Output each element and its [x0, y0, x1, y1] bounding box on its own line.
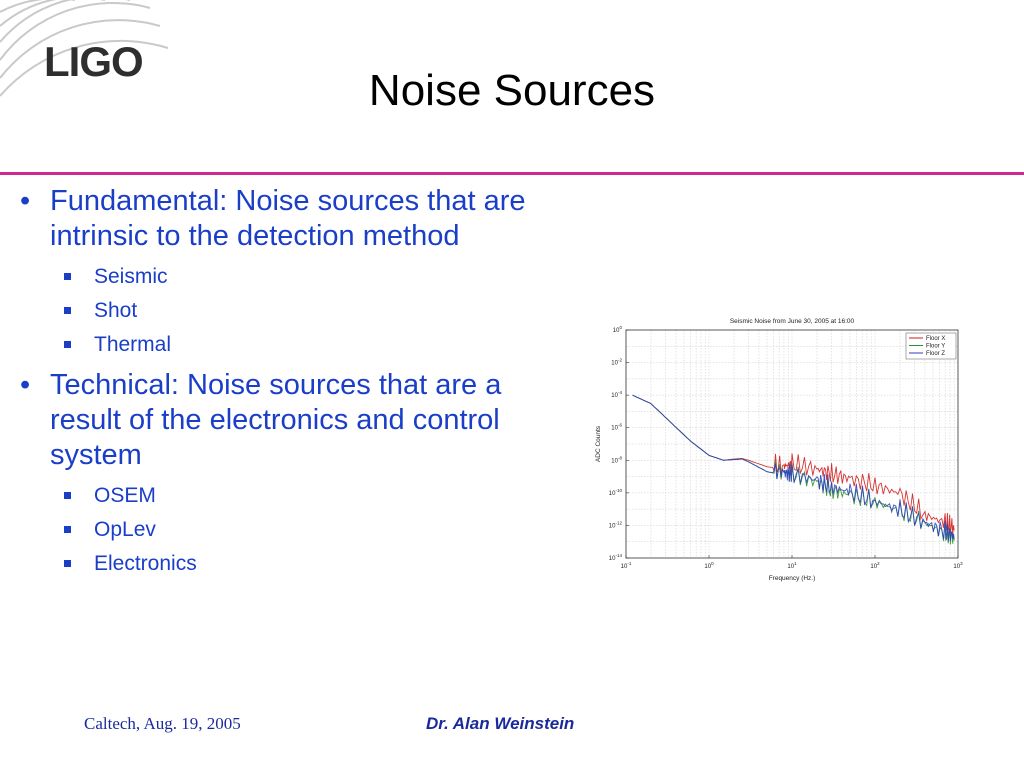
bullet-text: Technical: Noise sources that are a resu…	[50, 369, 502, 471]
sub-bullet-text: OpLev	[94, 518, 156, 541]
bullet-fundamental: • Fundamental: Noise sources that are in…	[20, 184, 570, 254]
y-tick-label: 10-14	[609, 553, 623, 562]
sub-bullet-seismic: Seismic	[20, 260, 570, 294]
square-bullet-icon	[64, 341, 71, 348]
y-tick-label: 10-4	[611, 390, 622, 399]
footer-author: Dr. Alan Weinstein	[426, 714, 575, 733]
y-tick-label: 10-6	[611, 423, 622, 432]
square-bullet-icon	[64, 307, 71, 314]
square-bullet-icon	[64, 492, 71, 499]
legend-label: Floor Y	[926, 344, 945, 350]
legend-label: Floor X	[926, 336, 945, 342]
x-tick-label: 102	[870, 561, 880, 570]
x-tick-label: 10-1	[621, 561, 632, 570]
y-tick-label: 100	[613, 325, 623, 334]
y-axis-label: ADC Counts	[595, 425, 602, 462]
y-tick-label: 10-10	[609, 488, 623, 497]
sub-bullet-oplev: OpLev	[20, 513, 570, 547]
x-tick-label: 101	[787, 561, 797, 570]
square-bullet-icon	[64, 560, 71, 567]
bullet-text: Fundamental: Noise sources that are intr…	[50, 185, 526, 252]
series-line-floor-z	[632, 394, 955, 542]
legend-box	[905, 332, 957, 360]
bullet-list: • Fundamental: Noise sources that are in…	[20, 184, 570, 581]
sub-bullet-thermal: Thermal	[20, 328, 570, 362]
y-tick-label: 10-12	[609, 520, 623, 529]
bullet-dot-icon: •	[20, 185, 31, 217]
square-bullet-icon	[64, 273, 71, 280]
sub-bullet-text: OSEM	[94, 484, 156, 507]
y-tick-label: 10-2	[611, 358, 622, 367]
sub-bullet-text: Electronics	[94, 552, 197, 575]
sub-bullet-osem: OSEM	[20, 479, 570, 513]
ligo-logo: LIGO	[44, 38, 144, 85]
square-bullet-icon	[64, 526, 71, 533]
sub-bullet-text: Seismic	[94, 265, 168, 288]
legend-label: Floor Z	[926, 351, 945, 357]
x-axis-label: Frequency (Hz.)	[769, 575, 816, 582]
slide-title: Noise Sources	[368, 66, 656, 115]
logo-arcs-icon	[0, 0, 169, 97]
seismic-noise-chart: 10-1 100 101 102 103 100 10-2 10-4 10-6 10-8 10-10…	[595, 318, 963, 582]
x-tick-label: 103	[953, 561, 963, 570]
footer-location-date: Caltech, Aug. 19, 2005	[84, 714, 241, 733]
sub-bullet-text: Shot	[94, 299, 138, 322]
bullet-technical: • Technical: Noise sources that are a re…	[20, 368, 570, 473]
y-tick-label: 10-8	[611, 455, 622, 464]
sub-bullet-shot: Shot	[20, 294, 570, 328]
sub-bullet-electronics: Electronics	[20, 547, 570, 581]
sub-bullet-text: Thermal	[94, 333, 172, 356]
bullet-dot-icon: •	[20, 369, 31, 401]
title-divider	[0, 172, 1024, 175]
chart-title: Seismic Noise from June 30, 2005 at 16:0…	[730, 318, 855, 325]
x-tick-label: 100	[704, 561, 714, 570]
